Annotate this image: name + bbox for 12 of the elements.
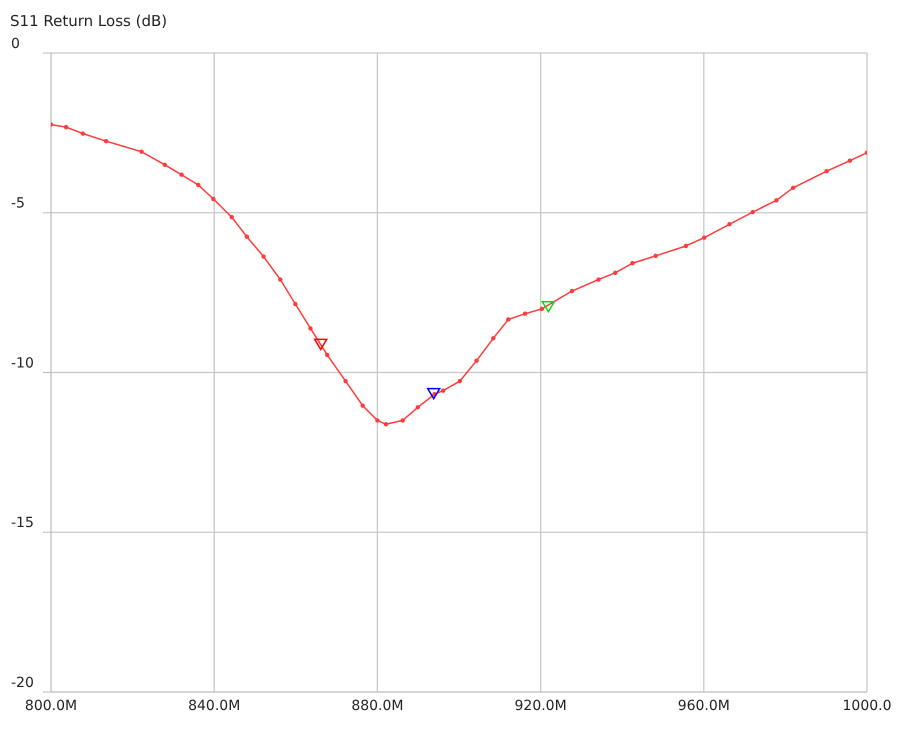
y-tick-label: -5 [11,196,25,212]
y-tick-label: 0 [11,36,20,52]
x-tick-label: 880.0M [351,698,404,714]
x-tick-label: 800.0M [24,698,78,714]
x-tick-label: 840.0M [188,698,240,714]
y-tick-label: -10 [11,355,34,372]
x-tick-label: 960.0M [678,698,730,714]
x-tick-label: 920.0M [514,698,567,714]
chart-title: S11 Return Loss (dB) [10,12,168,30]
y-tick-label: -20 [11,674,34,691]
y-tick-label: -15 [11,515,34,532]
x-tick-label: 1000.0 [842,698,892,714]
